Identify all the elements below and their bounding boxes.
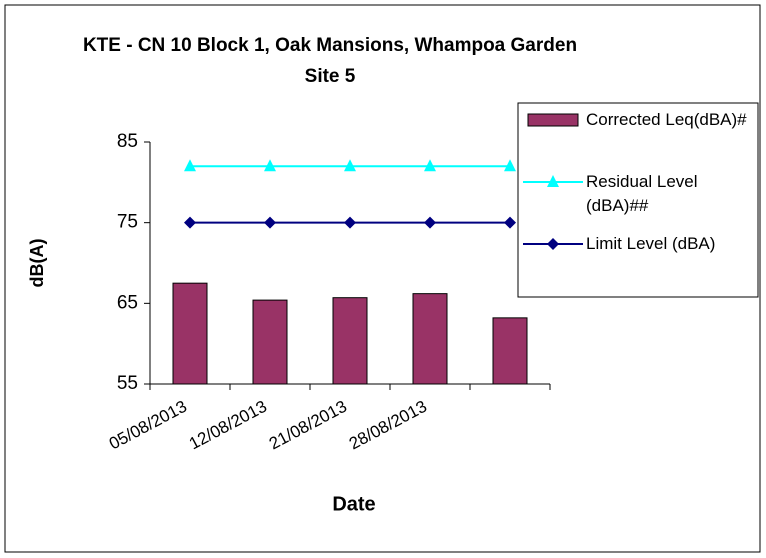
marker bbox=[547, 238, 559, 250]
legend-item: Limit Level (dBA) bbox=[586, 234, 716, 253]
marker bbox=[504, 216, 516, 229]
marker bbox=[504, 159, 516, 172]
bar bbox=[492, 317, 528, 385]
bar bbox=[332, 297, 368, 385]
title-box: KTE - CN 10 Block 1, Oak Mansions, Whamp… bbox=[82, 35, 578, 87]
legend-label: Limit Level (dBA) bbox=[586, 234, 716, 253]
bar bbox=[412, 293, 448, 385]
legend-item: Residual Level (dBA)## bbox=[586, 172, 698, 215]
y-axis-label: dB(A) bbox=[27, 239, 47, 288]
y-tick-label: 85 bbox=[117, 131, 138, 152]
marker bbox=[344, 159, 356, 172]
y-tick-label: 55 bbox=[117, 373, 138, 394]
bar bbox=[252, 299, 288, 385]
marker bbox=[264, 216, 276, 229]
marker bbox=[264, 159, 276, 172]
legend-label: Corrected Leq(dBA)# bbox=[586, 110, 747, 129]
marker bbox=[424, 159, 436, 172]
marker bbox=[424, 216, 436, 229]
legend-box bbox=[517, 102, 759, 298]
marker bbox=[547, 175, 559, 187]
x-axis-label: Date bbox=[332, 493, 375, 515]
y-tick-label: 65 bbox=[117, 292, 138, 313]
y-tick-label: 75 bbox=[117, 212, 138, 233]
chart-title: KTE - CN 10 Block 1, Oak Mansions, Whamp… bbox=[82, 35, 578, 87]
legend-swatch bbox=[527, 113, 579, 127]
legend-label: Residual Level (dBA)## bbox=[586, 172, 698, 215]
legend-item: Corrected Leq(dBA)# bbox=[586, 110, 747, 129]
marker bbox=[344, 216, 356, 229]
marker bbox=[184, 159, 196, 172]
marker bbox=[184, 216, 196, 229]
bar bbox=[172, 282, 208, 385]
